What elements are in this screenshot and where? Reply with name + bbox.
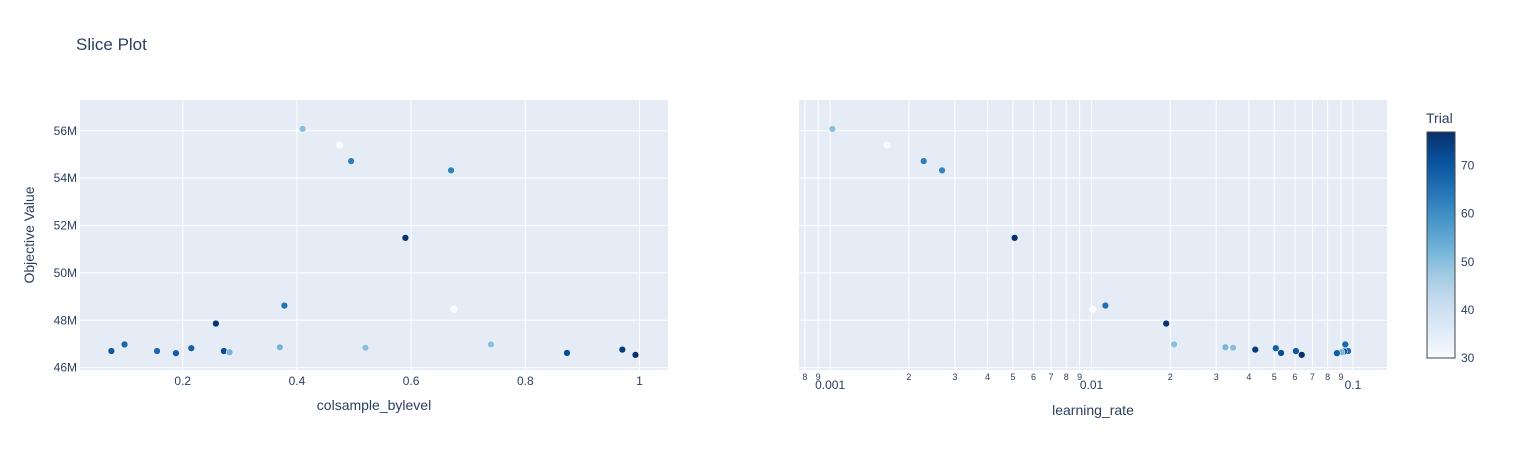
- colorbar-scale: [1426, 131, 1456, 359]
- data-point[interactable]: [1277, 349, 1285, 357]
- data-point[interactable]: [631, 351, 640, 359]
- data-point[interactable]: [361, 344, 370, 352]
- x-tick-label: 9: [1077, 372, 1082, 382]
- x-tick-label: 8: [802, 372, 807, 382]
- x-tick-label: 8: [1064, 372, 1069, 382]
- data-point[interactable]: [212, 319, 220, 328]
- data-point[interactable]: [1272, 344, 1280, 352]
- x-tick-label: 2: [906, 372, 911, 382]
- plot-area-background: [80, 100, 668, 370]
- y-tick-label: 54M: [54, 171, 77, 185]
- data-point[interactable]: [172, 349, 180, 357]
- y-tick-label: 48M: [54, 313, 77, 327]
- data-point[interactable]: [401, 234, 410, 242]
- y-tick-label: 56M: [54, 124, 77, 138]
- data-point[interactable]: [1089, 305, 1097, 314]
- data-point[interactable]: [107, 347, 116, 355]
- data-point[interactable]: [153, 347, 161, 355]
- colorbar-tick-label: 60: [1461, 207, 1475, 221]
- data-point[interactable]: [298, 125, 307, 133]
- colorbar-tick-label: 70: [1461, 159, 1475, 173]
- data-point[interactable]: [347, 157, 355, 165]
- y-tick-label: 50M: [54, 266, 77, 280]
- x-tick-label: 6: [1292, 372, 1297, 382]
- data-point[interactable]: [450, 305, 458, 314]
- x-tick-label: 0.6: [403, 374, 420, 388]
- y-tick-label: 52M: [54, 219, 77, 233]
- data-point[interactable]: [1011, 234, 1019, 242]
- x-tick-label: 7: [1310, 372, 1315, 382]
- x-tick-label: 0.001: [815, 378, 845, 392]
- x-axis-label-right: learning_rate: [1052, 402, 1134, 418]
- data-point[interactable]: [1162, 319, 1170, 328]
- data-point[interactable]: [1221, 343, 1229, 351]
- data-point[interactable]: [1251, 345, 1259, 354]
- data-point[interactable]: [225, 348, 234, 356]
- x-tick-label: 0.01: [1080, 378, 1104, 392]
- x-tick-label: 0.2: [174, 374, 191, 388]
- x-tick-label: 4: [1246, 372, 1251, 382]
- chart-title: Slice Plot: [76, 35, 147, 54]
- data-point[interactable]: [1101, 301, 1110, 310]
- data-point[interactable]: [120, 340, 129, 349]
- data-point[interactable]: [563, 349, 571, 357]
- colorbar: 30 40 50 60 70: [1426, 131, 1475, 365]
- colorbar-tick-label: 30: [1461, 351, 1475, 365]
- x-tick-label: 9: [816, 372, 821, 382]
- x-tick-label: 9: [1338, 372, 1343, 382]
- data-point[interactable]: [883, 141, 891, 149]
- data-point[interactable]: [280, 301, 289, 310]
- x-tick-label: 0.4: [289, 374, 306, 388]
- data-point[interactable]: [1298, 351, 1306, 359]
- plot-area-background: [799, 100, 1387, 370]
- data-point[interactable]: [618, 345, 626, 354]
- data-point[interactable]: [336, 141, 344, 149]
- data-point[interactable]: [187, 344, 195, 352]
- colorbar-tick-label: 50: [1461, 255, 1475, 269]
- x-tick-label: 2: [1168, 372, 1173, 382]
- x-tick-label: 0.8: [517, 374, 534, 388]
- subplot-colsample-bylevel: 46M 48M 50M 52M 54M 56M 0.2 0.4 0.6 0.8 1: [54, 100, 668, 388]
- colorbar-title: Trial: [1426, 110, 1453, 126]
- x-tick-label: 3: [952, 372, 957, 382]
- y-axis-label: Objective Value: [21, 186, 37, 283]
- data-point[interactable]: [487, 340, 495, 349]
- x-tick-label: 7: [1049, 372, 1054, 382]
- x-axis-label-left: colsample_bylevel: [317, 397, 431, 413]
- data-point[interactable]: [1292, 347, 1300, 355]
- x-tick-label: 6: [1031, 372, 1036, 382]
- data-point[interactable]: [920, 157, 928, 165]
- data-point[interactable]: [447, 166, 455, 174]
- data-point[interactable]: [1229, 344, 1237, 352]
- x-tick-label: 1: [636, 374, 643, 388]
- x-tick-label: 3: [1214, 372, 1219, 382]
- data-point[interactable]: [1170, 340, 1178, 349]
- x-tick-label: 8: [1325, 372, 1330, 382]
- x-tick-label: 5: [1010, 372, 1015, 382]
- y-tick-label: 46M: [54, 361, 77, 375]
- data-point[interactable]: [938, 166, 946, 174]
- x-tick-label: 0.1: [1345, 378, 1362, 392]
- x-tick-label: 5: [1272, 372, 1277, 382]
- data-point[interactable]: [828, 125, 837, 133]
- x-tick-label: 4: [985, 372, 990, 382]
- data-point[interactable]: [276, 343, 284, 351]
- data-point[interactable]: [1341, 340, 1349, 349]
- colorbar-tick-label: 40: [1461, 303, 1475, 317]
- data-point[interactable]: [1333, 349, 1341, 357]
